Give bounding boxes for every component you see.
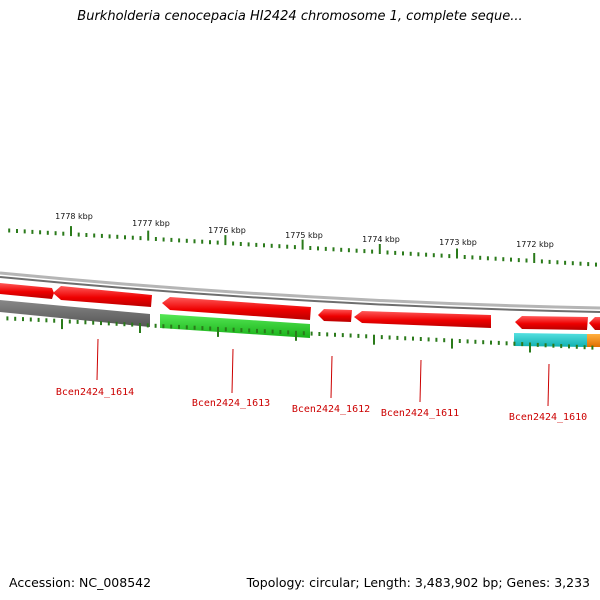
gene-labels: Bcen2424_1614 Bcen2424_1613 Bcen2424_1612 B… bbox=[56, 387, 587, 423]
gene-label[interactable]: Bcen2424_1610 bbox=[509, 412, 587, 423]
scale-label: 1777 kbp bbox=[132, 219, 170, 228]
scale-label: 1776 kbp bbox=[208, 226, 246, 235]
chromosome-backbone-inner bbox=[0, 276, 600, 313]
gene-arrow-forward[interactable] bbox=[0, 283, 54, 299]
scale-label: 1773 kbp bbox=[439, 238, 477, 247]
gene-arrow-forward[interactable] bbox=[354, 311, 491, 328]
map-title: Burkholderia cenocepacia HI2424 chromoso… bbox=[77, 9, 523, 24]
gene-leader-line bbox=[547, 363, 550, 407]
scale-label: 1774 kbp bbox=[362, 235, 400, 244]
gene-arrow-forward[interactable] bbox=[589, 317, 600, 330]
gene-arrow-forward[interactable] bbox=[162, 297, 311, 320]
genome-summary-text: Topology: circular; Length: 3,483,902 bp… bbox=[246, 575, 590, 590]
gene-arrow-forward[interactable] bbox=[318, 309, 352, 322]
gene-label[interactable]: Bcen2424_1614 bbox=[56, 387, 134, 398]
scale-ticks-outer bbox=[8, 226, 597, 267]
gene-label[interactable]: Bcen2424_1613 bbox=[192, 398, 270, 409]
gene-label[interactable]: Bcen2424_1612 bbox=[292, 404, 370, 415]
scale-label: 1778 kbp bbox=[55, 212, 93, 221]
gene-arrow-forward[interactable] bbox=[53, 286, 152, 307]
scale-label: 1775 kbp bbox=[285, 231, 323, 240]
gene-label-leaders bbox=[96, 338, 550, 407]
gene-leader-line bbox=[231, 348, 234, 394]
scale-labels: 1778 kbp 1777 kbp 1776 kbp 1775 kbp 1774 kbp… bbox=[55, 212, 554, 249]
scale-label: 1772 kbp bbox=[516, 240, 554, 249]
gene-leader-line bbox=[330, 355, 333, 399]
chromosome-backbone-outer bbox=[0, 271, 600, 310]
gene-arrow-forward[interactable] bbox=[515, 316, 588, 330]
gene-label[interactable]: Bcen2424_1611 bbox=[381, 408, 459, 419]
scale-ticks-inner bbox=[6, 316, 594, 353]
gene-block-reverse-orange[interactable] bbox=[587, 334, 600, 347]
gene-block-reverse-gray[interactable] bbox=[0, 300, 150, 327]
gene-leader-line bbox=[419, 359, 422, 403]
gene-block-reverse-cyan[interactable] bbox=[514, 333, 587, 347]
gene-leader-line bbox=[96, 338, 99, 381]
accession-text: Accession: NC_008542 bbox=[9, 575, 152, 590]
